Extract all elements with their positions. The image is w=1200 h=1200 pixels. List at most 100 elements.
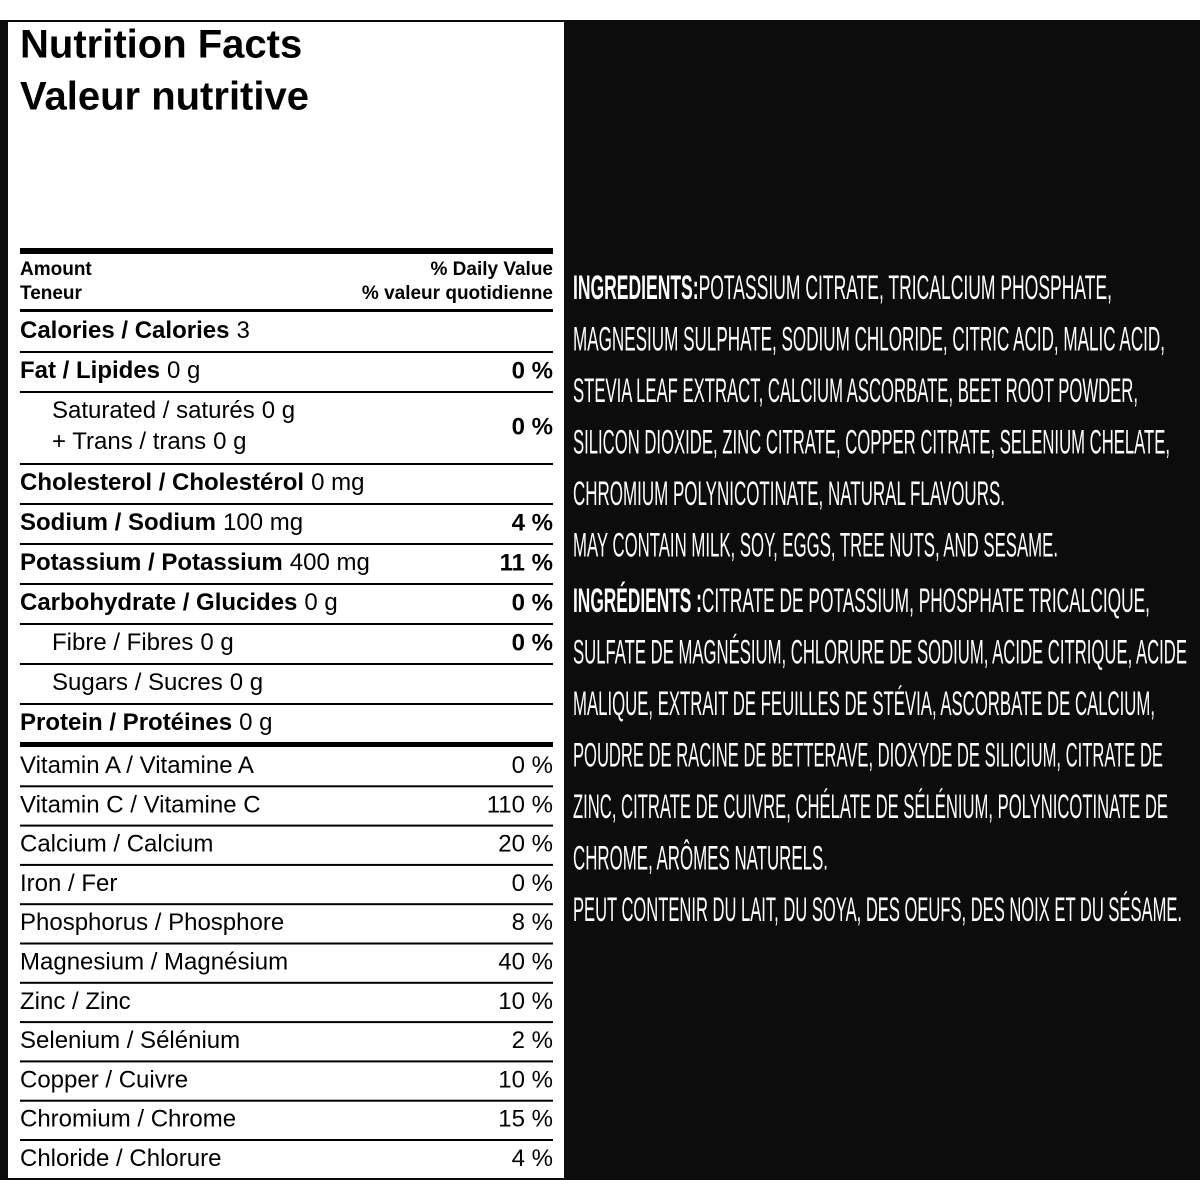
ingredient-text: SILICON DIOXIDE, ZINC CITRATE, COPPER CI… xyxy=(573,423,1170,461)
nutrient-label: Fat / Lipides 0 g xyxy=(20,357,200,384)
nutrient-name: Calories / Calories xyxy=(20,317,229,344)
nutrient-name: Carbohydrate / Glucides xyxy=(20,589,297,616)
daily-value: 10 % xyxy=(498,1066,553,1093)
nutrient-label: Calories / Calories 3 xyxy=(20,317,250,344)
nutrient-amount: 400 mg xyxy=(290,549,370,576)
ingredient-text: CHROMIUM POLYNICOTINATE, NATURAL FLAVOUR… xyxy=(573,475,1005,513)
vitamin-label: Zinc / Zinc xyxy=(20,988,131,1015)
vitamin-label: Vitamin C / Vitamine C xyxy=(20,791,261,818)
daily-value: 40 % xyxy=(498,948,553,975)
ingredient-line: SULFATE DE MAGNÉSIUM, CHLORURE DE SODIUM… xyxy=(573,633,1187,671)
nutrient-label: Sodium / Sodium 100 mg xyxy=(20,509,303,536)
nutrient-amount: 0 g xyxy=(230,669,263,696)
ingredient-text: MAY CONTAIN MILK, SOY, EGGS, TREE NUTS, … xyxy=(573,526,1058,564)
daily-value: 15 % xyxy=(498,1106,553,1133)
nutrient-name: + Trans / trans xyxy=(52,428,206,455)
nutrient-label: Cholesterol / Cholestérol 0 mg xyxy=(20,469,364,496)
rule xyxy=(20,391,553,393)
ingredient-heading: INGRÉDIENTS : xyxy=(573,582,702,620)
ingredient-text: MALIQUE, EXTRAIT DE FEUILLES DE STÉVIA, … xyxy=(573,685,1155,723)
rule xyxy=(20,942,553,945)
ingredient-text: SULFATE DE MAGNÉSIUM, CHLORURE DE SODIUM… xyxy=(573,633,1187,671)
ingredient-line: CHROMIUM POLYNICOTINATE, NATURAL FLAVOUR… xyxy=(573,475,1005,513)
rule xyxy=(20,351,553,353)
daily-value: 0 % xyxy=(512,752,553,779)
rule xyxy=(20,903,553,906)
nutrient-amount: 0 g xyxy=(239,709,272,736)
rule xyxy=(20,463,553,465)
daily-value: 0 % xyxy=(512,357,553,384)
rule xyxy=(20,981,553,984)
ingredient-line: PEUT CONTENIR DU LAIT, DU SOYA, DES OEUF… xyxy=(573,891,1182,929)
rule xyxy=(20,623,553,625)
rule xyxy=(20,1139,553,1141)
ingredient-line: SILICON DIOXIDE, ZINC CITRATE, COPPER CI… xyxy=(573,423,1170,461)
rule xyxy=(20,1060,553,1063)
rule xyxy=(20,309,553,312)
ingredient-line: POUDRE DE RACINE DE BETTERAVE, DIOXYDE D… xyxy=(573,736,1163,774)
rule xyxy=(20,1099,553,1102)
daily-value: 0 % xyxy=(512,589,553,616)
ingredient-text: CHROME, ARÔMES NATURELS. xyxy=(573,839,828,877)
vitamin-label: Vitamin A / Vitamine A xyxy=(20,752,254,779)
rule xyxy=(20,503,553,505)
vitamin-label: Copper / Cuivre xyxy=(20,1066,188,1093)
nutrient-label: Fibre / Fibres 0 g xyxy=(52,629,234,656)
nutrient-label: Protein / Protéines 0 g xyxy=(20,709,272,736)
ingredient-line: CHROME, ARÔMES NATURELS. xyxy=(573,839,828,877)
nutrient-name: Cholesterol / Cholestérol xyxy=(20,469,304,496)
nutrient-amount: 0 g xyxy=(200,629,233,656)
ingredient-line: MAY CONTAIN MILK, SOY, EGGS, TREE NUTS, … xyxy=(573,526,1058,564)
nutrient-amount: 3 xyxy=(236,317,249,344)
vitamin-label: Iron / Fer xyxy=(20,870,117,897)
vitamin-label: Chloride / Chlorure xyxy=(20,1145,221,1172)
rule xyxy=(20,583,553,585)
nutrient-amount: 100 mg xyxy=(223,509,303,536)
daily-value: 20 % xyxy=(498,831,553,858)
ingredient-line: MAGNESIUM SULPHATE, SODIUM CHLORIDE, CIT… xyxy=(573,320,1165,358)
ingredient-text: ZINC, CITRATE DE CUIVRE, CHÉLATE DE SÉLÉ… xyxy=(573,788,1168,826)
nutrient-label: Carbohydrate / Glucides 0 g xyxy=(20,589,338,616)
nutrient-name: Fibre / Fibres xyxy=(52,629,193,656)
ingredient-text: MAGNESIUM SULPHATE, SODIUM CHLORIDE, CIT… xyxy=(573,320,1165,358)
rule xyxy=(20,824,553,827)
daily-value: 4 % xyxy=(512,509,553,536)
nutrient-label: Saturated / saturés 0 g xyxy=(52,397,295,424)
title: Valeur nutritive xyxy=(20,75,309,119)
title: Nutrition Facts xyxy=(20,23,302,67)
ingredient-heading: INGREDIENTS: xyxy=(573,269,699,307)
nutrient-label: Sugars / Sucres 0 g xyxy=(52,669,263,696)
nutrient-amount: 0 g xyxy=(304,589,337,616)
daily-value: 8 % xyxy=(512,909,553,936)
vitamin-label: Calcium / Calcium xyxy=(20,831,213,858)
daily-value: 0 % xyxy=(512,870,553,897)
vitamin-label: Chromium / Chrome xyxy=(20,1106,236,1133)
ingredient-line: MALIQUE, EXTRAIT DE FEUILLES DE STÉVIA, … xyxy=(573,685,1155,723)
thick-rule xyxy=(20,742,553,747)
nutrition-panel xyxy=(8,22,564,1178)
ingredient-text: STEVIA LEAF EXTRACT, CALCIUM ASCORBATE, … xyxy=(573,372,1138,410)
ingredient-line: ZINC, CITRATE DE CUIVRE, CHÉLATE DE SÉLÉ… xyxy=(573,788,1168,826)
column-head: % valeur quotidienne xyxy=(362,283,553,304)
daily-value: 10 % xyxy=(498,988,553,1015)
ingredient-line: INGRÉDIENTS :CITRATE DE POTASSIUM, PHOSP… xyxy=(573,582,1150,620)
ingredient-line: INGREDIENTS:POTASSIUM CITRATE, TRICALCIU… xyxy=(573,269,1112,307)
nutrient-amount: 0 g xyxy=(213,428,246,455)
nutrient-name: Potassium / Potassium xyxy=(20,549,283,576)
column-head: Amount xyxy=(20,259,92,280)
daily-value: 110 % xyxy=(487,791,553,818)
daily-value: 11 % xyxy=(500,549,553,576)
rule xyxy=(20,785,553,788)
vitamin-label: Phosphorus / Phosphore xyxy=(20,909,284,936)
nutrient-name: Sugars / Sucres xyxy=(52,669,223,696)
nutrient-amount: 0 g xyxy=(167,357,200,384)
nutrient-name: Sodium / Sodium xyxy=(20,509,216,536)
nutrient-label: + Trans / trans 0 g xyxy=(52,428,246,455)
vitamin-label: Selenium / Sélénium xyxy=(20,1027,240,1054)
daily-value: 4 % xyxy=(512,1145,553,1172)
ingredient-text: POUDRE DE RACINE DE BETTERAVE, DIOXYDE D… xyxy=(573,736,1163,774)
nutrient-amount: 0 g xyxy=(262,397,295,424)
nutrient-name: Fat / Lipides xyxy=(20,357,160,384)
rule xyxy=(20,703,553,705)
